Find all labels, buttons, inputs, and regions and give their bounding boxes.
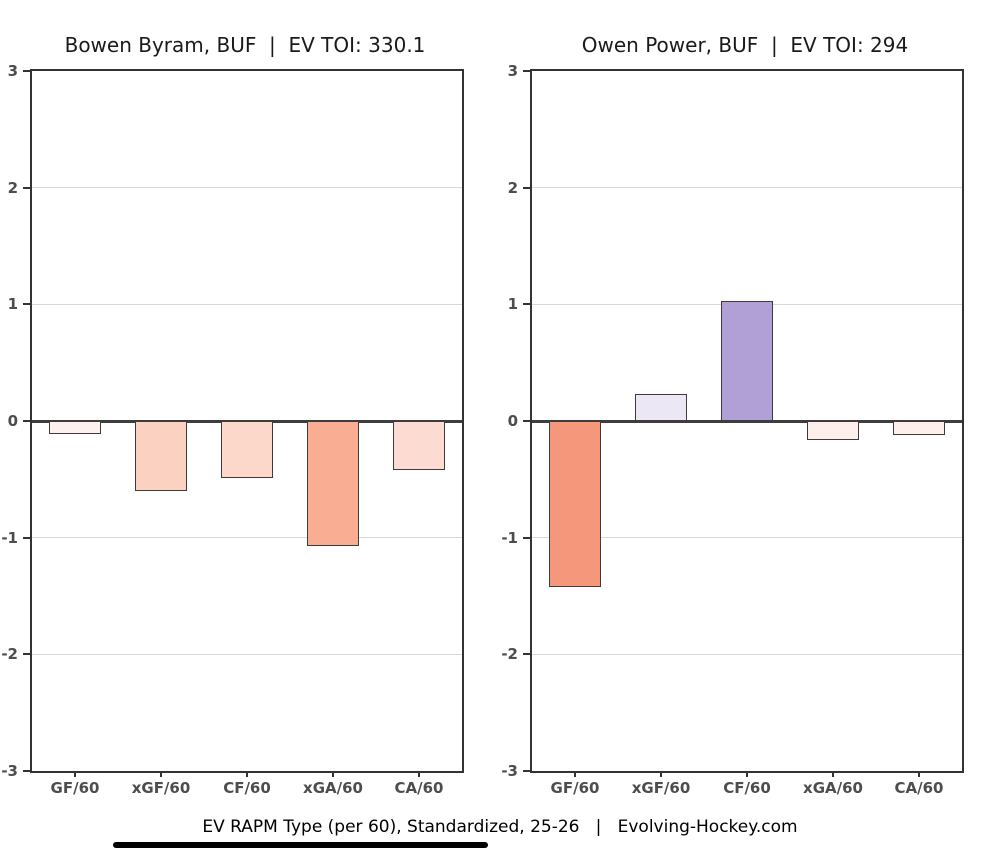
x-tick-mark: [660, 771, 662, 777]
gridline-y-2: [32, 653, 462, 655]
y-tick-label: -1: [501, 528, 518, 547]
y-tick-mark: [523, 536, 530, 539]
x-tick-mark: [74, 771, 76, 777]
x-tick-mark: [160, 771, 162, 777]
x-tick-mark: [746, 771, 748, 777]
y-tick-label: 0: [7, 412, 18, 430]
caption-underline: [113, 842, 488, 848]
gridline-y-2: [532, 653, 962, 655]
bar-gf-60: [549, 421, 601, 587]
x-tick-mark: [918, 771, 920, 777]
y-tick-mark: [23, 653, 30, 656]
bar-xga-60: [807, 421, 859, 440]
y-tick-label: 3: [507, 62, 518, 80]
y-tick-label: 1: [7, 295, 18, 314]
y-tick-label: -3: [501, 762, 518, 780]
y-tick-mark: [23, 420, 30, 422]
x-tick-label-gf-60: GF/60: [50, 779, 100, 797]
bar-cf-60: [721, 300, 773, 421]
y-tick-label: -3: [1, 762, 18, 780]
gridline-y-1: [32, 537, 462, 539]
x-tick-label-xgf-60: xGF/60: [131, 779, 191, 797]
gridline-y2: [32, 187, 462, 189]
gridline-y2: [532, 187, 962, 189]
zero-line: [532, 419, 962, 423]
y-tick-label: 3: [7, 62, 18, 80]
plot-area-left: 3 2 1 0 -1 -2 -3 GF/60 xGF/60 CF/60 xGA/60 CA/60: [1, 63, 464, 797]
x-tick-label-xga-60: xGA/60: [803, 779, 863, 797]
y-tick-mark: [523, 70, 530, 72]
y-tick-label: 2: [507, 178, 518, 197]
y-tick-label: -1: [1, 528, 18, 547]
x-tick-label-xgf-60: xGF/60: [631, 779, 691, 797]
y-tick-mark: [23, 303, 30, 306]
y-tick-label: 1: [507, 295, 518, 314]
y-tick-mark: [23, 70, 30, 72]
chart-title-right: Owen Power, BUF | EV TOI: 294: [581, 33, 909, 57]
y-tick-label: 0: [507, 412, 518, 430]
y-tick-mark: [23, 770, 30, 772]
gridline-y1: [32, 303, 462, 305]
x-tick-label-cf-60: CF/60: [223, 779, 271, 797]
plot-area-right: 3 2 1 0 -1 -2 -3 GF/60 xGF/60 CF/60 xGA/60 CA/60: [501, 63, 964, 797]
y-tick-label: -2: [1, 645, 18, 664]
y-tick-mark: [523, 186, 530, 189]
x-tick-mark: [246, 771, 248, 777]
x-tick-label-gf-60: GF/60: [550, 779, 600, 797]
y-tick-mark: [523, 770, 530, 772]
figure-caption: EV RAPM Type (per 60), Standardized, 25-…: [202, 817, 798, 837]
x-tick-label-xga-60: xGA/60: [303, 779, 363, 797]
bar-gf-60: [49, 421, 101, 434]
x-tick-mark: [832, 771, 834, 777]
x-tick-mark: [418, 771, 420, 777]
y-tick-mark: [523, 303, 530, 306]
bar-xgf-60: [635, 394, 687, 421]
x-tick-label-cf-60: CF/60: [723, 779, 771, 797]
x-tick-label-ca-60: CA/60: [894, 779, 944, 797]
y-tick-label: 2: [7, 178, 18, 197]
x-tick-mark: [332, 771, 334, 777]
bar-xga-60: [307, 421, 359, 546]
y-tick-mark: [523, 420, 530, 422]
x-tick-label-ca-60: CA/60: [394, 779, 444, 797]
gridline-y-1: [532, 537, 962, 539]
bar-cf-60: [221, 421, 273, 479]
y-tick-mark: [523, 653, 530, 656]
y-tick-mark: [23, 186, 30, 189]
y-tick-label: -2: [501, 645, 518, 664]
chart-title-left: Bowen Byram, BUF | EV TOI: 330.1: [64, 33, 426, 57]
x-tick-mark: [574, 771, 576, 777]
bar-ca-60: [393, 421, 445, 470]
bar-ca-60: [893, 421, 945, 435]
y-tick-mark: [23, 536, 30, 539]
bar-xgf-60: [135, 421, 187, 491]
